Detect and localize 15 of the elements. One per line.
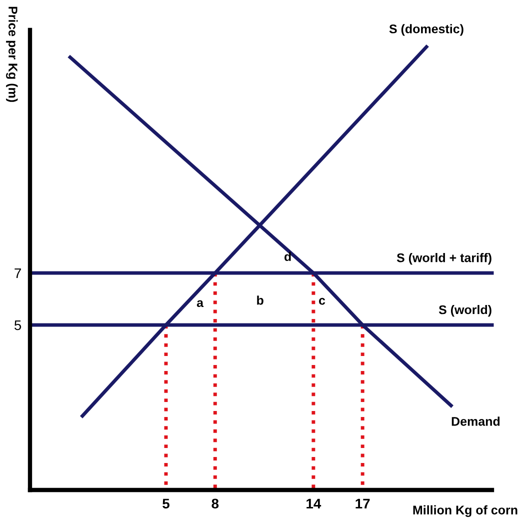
annotation: c (318, 298, 326, 305)
y-tick-label: 7 (14, 268, 21, 278)
series-label: Demand (452, 416, 500, 426)
x-tick-label: 5 (162, 498, 170, 509)
annotation: b (257, 296, 264, 305)
series-label: S (world + tariff) (396, 253, 492, 265)
x-tick-label: 14 (306, 498, 322, 508)
annotation: d (284, 252, 291, 262)
series-label: S (world) (438, 304, 492, 317)
x-tick-label: 17 (356, 498, 370, 508)
x-tick-label: 8 (212, 498, 219, 509)
annotation: a (196, 300, 204, 308)
y-axis-title: Price per Kg (m) (6, 6, 18, 102)
series-label: S (domestic) (389, 24, 464, 36)
x-axis-title: Million Kg of corn (413, 505, 518, 517)
